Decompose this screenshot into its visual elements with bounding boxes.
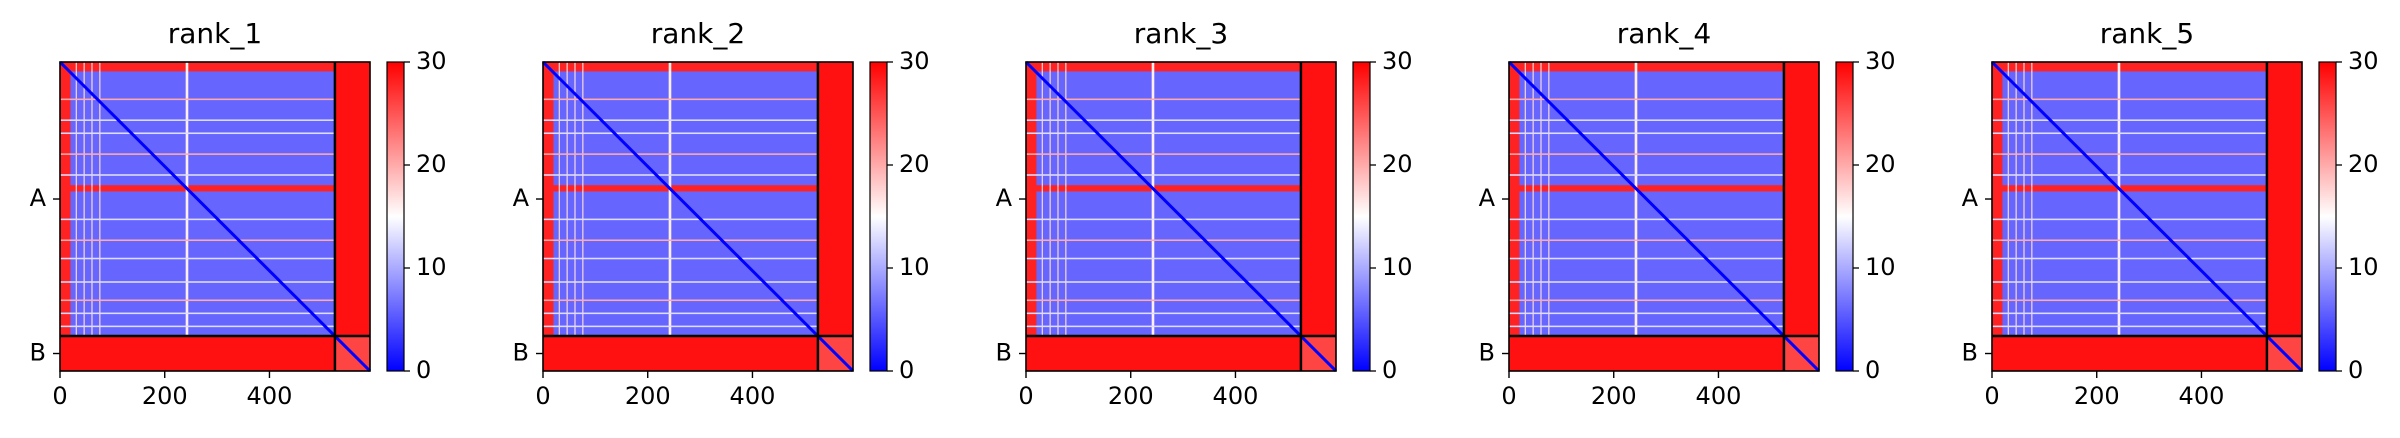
x-tick-label: 200 bbox=[2074, 382, 2120, 410]
y-tick-label: A bbox=[513, 184, 530, 212]
colorbar-tick-label: 10 bbox=[1382, 253, 1413, 281]
axes-frame bbox=[59, 61, 371, 372]
y-tick-label: B bbox=[30, 339, 46, 367]
axes-frame bbox=[1025, 61, 1337, 372]
x-tick-label: 0 bbox=[1501, 382, 1516, 410]
colorbar bbox=[1835, 61, 1854, 372]
x-tick-label: 400 bbox=[730, 382, 776, 410]
pae-heatmap bbox=[1990, 60, 2304, 373]
colorbar-tick-label: 30 bbox=[416, 47, 447, 75]
colorbar-tick-label: 0 bbox=[2348, 356, 2363, 384]
y-tick-label: A bbox=[1962, 184, 1979, 212]
colorbar-tick-label: 20 bbox=[2348, 150, 2379, 178]
y-tick-label: A bbox=[996, 184, 1013, 212]
colorbar-tick-label: 20 bbox=[1382, 150, 1413, 178]
pae-heatmap bbox=[1024, 60, 1338, 373]
y-tick-label: B bbox=[996, 339, 1012, 367]
x-tick-label: 400 bbox=[1696, 382, 1742, 410]
x-tick-label: 0 bbox=[535, 382, 550, 410]
colorbar-tick-label: 0 bbox=[1382, 356, 1397, 384]
y-tick-label: A bbox=[1479, 184, 1496, 212]
y-tick-label: B bbox=[1479, 339, 1495, 367]
pae-heatmap bbox=[58, 60, 372, 373]
y-tick-label: A bbox=[30, 184, 47, 212]
colorbar-tick-label: 10 bbox=[1865, 253, 1896, 281]
colorbar bbox=[1352, 61, 1371, 372]
colorbar bbox=[2318, 61, 2337, 372]
colorbar-tick-label: 30 bbox=[899, 47, 930, 75]
panel-title: rank_5 bbox=[2100, 17, 2194, 50]
colorbar-tick-label: 0 bbox=[899, 356, 914, 384]
colorbar-tick-label: 10 bbox=[2348, 253, 2379, 281]
colorbar-tick-label: 20 bbox=[416, 150, 447, 178]
x-tick-label: 0 bbox=[52, 382, 67, 410]
x-tick-label: 400 bbox=[247, 382, 293, 410]
axes-frame bbox=[1991, 61, 2303, 372]
x-tick-label: 400 bbox=[1213, 382, 1259, 410]
colorbar-tick-label: 0 bbox=[416, 356, 431, 384]
colorbar-tick-label: 20 bbox=[899, 150, 930, 178]
colorbar-tick-label: 0 bbox=[1865, 356, 1880, 384]
axes-frame bbox=[542, 61, 854, 372]
panel-title: rank_4 bbox=[1617, 17, 1711, 50]
x-tick-label: 200 bbox=[142, 382, 188, 410]
axes-frame bbox=[1508, 61, 1820, 372]
panel-title: rank_2 bbox=[651, 17, 745, 50]
panel-title: rank_3 bbox=[1134, 17, 1228, 50]
colorbar-tick-label: 10 bbox=[899, 253, 930, 281]
pae-heatmap bbox=[1507, 60, 1821, 373]
pae-heatmap bbox=[541, 60, 855, 373]
colorbar-tick-label: 30 bbox=[1865, 47, 1896, 75]
x-tick-label: 0 bbox=[1984, 382, 1999, 410]
x-tick-label: 400 bbox=[2179, 382, 2225, 410]
y-tick-label: B bbox=[513, 339, 529, 367]
x-tick-label: 200 bbox=[1591, 382, 1637, 410]
colorbar bbox=[386, 61, 405, 372]
colorbar bbox=[869, 61, 888, 372]
colorbar-tick-label: 10 bbox=[416, 253, 447, 281]
x-tick-label: 0 bbox=[1018, 382, 1033, 410]
colorbar-tick-label: 30 bbox=[1382, 47, 1413, 75]
x-tick-label: 200 bbox=[1108, 382, 1154, 410]
x-tick-label: 200 bbox=[625, 382, 671, 410]
colorbar-tick-label: 20 bbox=[1865, 150, 1896, 178]
y-tick-label: B bbox=[1962, 339, 1978, 367]
panel-title: rank_1 bbox=[168, 17, 262, 50]
colorbar-tick-label: 30 bbox=[2348, 47, 2379, 75]
